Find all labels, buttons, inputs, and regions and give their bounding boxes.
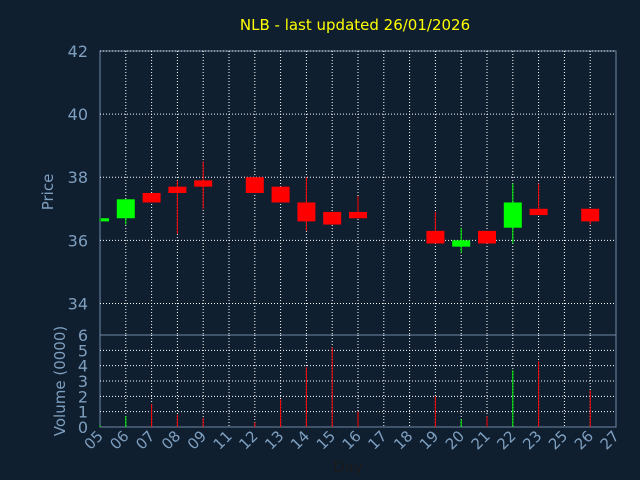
price-tick-label: 40	[68, 105, 88, 124]
candle	[297, 177, 316, 231]
price-tick-label: 42	[68, 42, 88, 61]
price-axis-label: Price	[39, 174, 57, 211]
volume-tick-label: 0	[78, 418, 88, 437]
candle	[349, 196, 367, 219]
candle-body	[142, 193, 161, 203]
candle	[581, 208, 600, 225]
volume-axis-label: Volume (0000)	[51, 326, 69, 436]
candle-body	[529, 208, 548, 216]
candle	[245, 177, 264, 193]
price-tick-label: 38	[68, 168, 88, 187]
candle-body	[271, 186, 290, 203]
candle-body	[426, 230, 445, 244]
candle	[478, 230, 496, 244]
candle	[271, 186, 290, 203]
volume-tick-label: 5	[78, 341, 88, 360]
candle-body	[297, 202, 316, 222]
x-axis-label: Day	[333, 458, 363, 476]
candle	[194, 161, 213, 209]
candle-body	[168, 186, 187, 193]
candle	[99, 218, 109, 222]
price-tick-label: 36	[68, 231, 88, 250]
candle-body	[116, 199, 135, 219]
candle	[426, 211, 445, 244]
candle	[323, 211, 342, 225]
candle-body	[194, 180, 213, 187]
candle	[142, 193, 161, 203]
candle	[503, 183, 522, 244]
candle	[116, 199, 135, 225]
candle-body	[101, 218, 109, 222]
volume-tick-label: 1	[78, 403, 88, 422]
price-tick-label: 34	[68, 294, 88, 313]
candle-body	[323, 211, 342, 225]
candle-body	[245, 177, 264, 193]
candle	[168, 180, 187, 235]
candle	[452, 227, 471, 253]
volume-tick-label: 6	[78, 326, 88, 345]
candle-body	[581, 208, 600, 222]
candle-body	[452, 240, 471, 247]
candle-body	[478, 230, 496, 244]
chart-title: NLB - last updated 26/01/2026	[240, 16, 470, 34]
candle	[529, 183, 548, 216]
candle-body	[503, 202, 522, 228]
volume-tick-label: 2	[78, 387, 88, 406]
price-panel: 34 36 38 40 42	[68, 42, 617, 336]
volume-tick-label: 3	[78, 372, 88, 391]
volume-tick-label: 4	[78, 357, 88, 376]
candle-body	[349, 211, 367, 219]
